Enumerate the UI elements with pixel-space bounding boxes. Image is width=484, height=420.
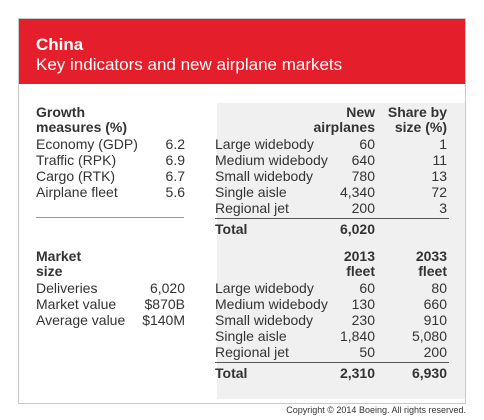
new-airplanes-value: 4,340 — [339, 184, 375, 200]
total-fleet-2013: 2,310 — [339, 365, 375, 381]
fleet-2033-value: 80 — [431, 280, 447, 296]
growth-value: 6.7 — [165, 168, 185, 184]
fleet-2013-value: 50 — [359, 344, 375, 360]
market-value: $140M — [142, 312, 185, 328]
share-value: 1 — [439, 136, 447, 152]
new-airplanes-heading-line2: airplanes — [313, 119, 375, 135]
fleet-2013-value: 130 — [351, 296, 375, 312]
infographic-card: China Key indicators and new airplane ma… — [18, 18, 466, 404]
market-heading-line1: Market — [36, 248, 82, 264]
market-label: Market value — [36, 296, 117, 312]
page-title: China — [36, 35, 84, 54]
new-airplanes-heading-line1: New — [346, 104, 375, 120]
fleet-2013-value: 230 — [351, 312, 375, 328]
growth-value: 6.2 — [165, 136, 185, 152]
new-airplanes-value: 640 — [351, 152, 375, 168]
share-heading-line1: Share by — [387, 104, 447, 120]
fleet-2013-heading-line1: 2013 — [343, 248, 375, 264]
total-label: Total — [215, 365, 248, 381]
airplane-type-label: Small widebody — [215, 168, 314, 184]
fleet-2013-value: 60 — [359, 280, 375, 296]
share-value: 13 — [431, 168, 447, 184]
market-label: Deliveries — [36, 280, 98, 296]
share-heading-line2: size (%) — [394, 119, 447, 135]
total-new-airplanes: 6,020 — [339, 221, 375, 237]
airplane-type-label: Regional jet — [215, 344, 289, 360]
growth-heading-line2: measures (%) — [36, 119, 128, 135]
share-value: 11 — [432, 152, 447, 168]
airplane-type-label: Small widebody — [215, 312, 314, 328]
airplane-type-label: Single aisle — [215, 328, 287, 344]
growth-label: Airplane fleet — [36, 184, 118, 200]
fleet-2033-value: 200 — [423, 344, 447, 360]
airplane-type-label: Medium widebody — [215, 152, 328, 168]
fleet-2013-value: 1,840 — [339, 328, 375, 344]
copyright-notice: Copyright © 2014 Boeing. All rights rese… — [286, 405, 466, 415]
market-heading-line2: size — [36, 263, 63, 279]
airplane-type-label: Regional jet — [215, 200, 289, 216]
growth-value: 6.9 — [165, 152, 185, 168]
growth-label: Cargo (RTK) — [36, 168, 116, 184]
fleet-2033-value: 910 — [423, 312, 447, 328]
fleet-2033-heading-line2: fleet — [418, 263, 447, 279]
market-label: Average value — [36, 312, 126, 328]
share-value: 72 — [431, 184, 447, 200]
section-divider — [36, 217, 184, 218]
growth-heading-line1: Growth — [36, 104, 85, 120]
growth-label: Economy (GDP) — [36, 136, 138, 152]
fleet-2033-value: 660 — [423, 296, 447, 312]
total-label: Total — [215, 221, 248, 237]
airplane-type-label: Large widebody — [215, 136, 314, 152]
airplane-type-label: Large widebody — [215, 280, 314, 296]
market-value: 6,020 — [149, 280, 185, 296]
table-total-divider — [215, 218, 449, 219]
fleet-2033-heading-line1: 2033 — [415, 248, 447, 264]
fleet-2013-heading-line2: fleet — [346, 263, 375, 279]
growth-value: 5.6 — [165, 184, 185, 200]
fleet-2033-value: 5,080 — [411, 328, 447, 344]
title-banner: China Key indicators and new airplane ma… — [19, 19, 465, 84]
airplane-markets-panel — [217, 103, 465, 399]
airplane-type-label: Medium widebody — [215, 296, 328, 312]
growth-label: Traffic (RPK) — [36, 152, 117, 168]
market-value: $870B — [144, 296, 185, 312]
new-airplanes-value: 60 — [359, 136, 375, 152]
table-total-divider — [215, 362, 449, 363]
airplane-type-label: Single aisle — [215, 184, 287, 200]
new-airplanes-value: 780 — [351, 168, 375, 184]
share-value: 3 — [439, 200, 447, 216]
page-subtitle: Key indicators and new airplane markets — [36, 55, 343, 74]
total-fleet-2033: 6,930 — [411, 365, 447, 381]
new-airplanes-value: 200 — [351, 200, 375, 216]
